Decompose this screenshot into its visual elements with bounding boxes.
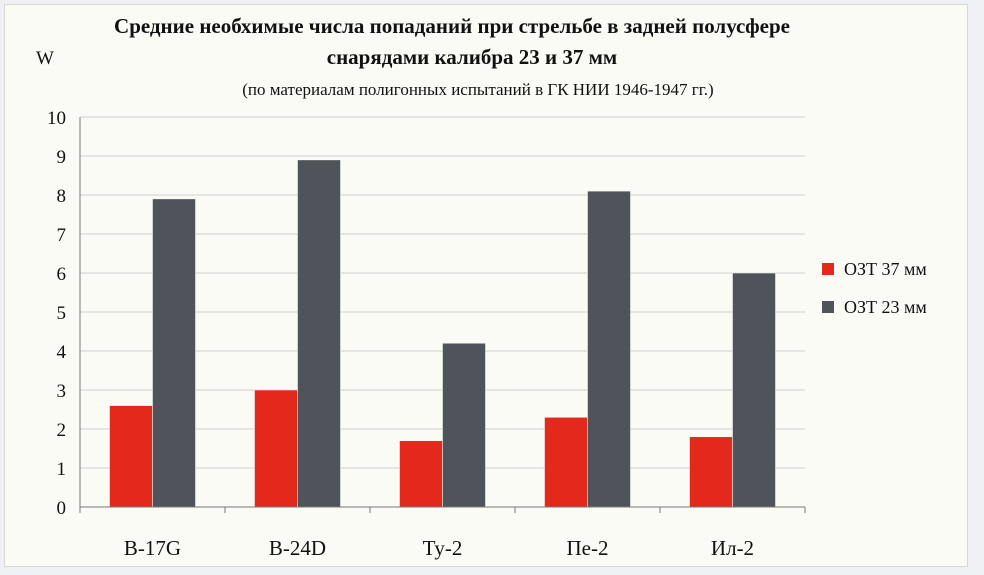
x-tick-label: Ту-2 xyxy=(423,536,463,560)
legend-item-series-2: ОЗТ 23 мм xyxy=(822,296,927,318)
chart-title-line-2: снарядами калибра 23 и 37 мм xyxy=(326,45,618,69)
bar-2-B-24D xyxy=(297,159,341,508)
bar-2-Ту-2 xyxy=(442,342,486,508)
legend-item-series-1: ОЗТ 37 мм xyxy=(822,258,927,280)
y-tick-label: 2 xyxy=(57,420,67,441)
x-tick-label: Ил-2 xyxy=(711,536,754,560)
bar-1-B-17G xyxy=(109,405,153,508)
y-tick-label: 6 xyxy=(57,264,67,285)
legend: ОЗТ 37 мм ОЗТ 23 мм xyxy=(822,258,927,334)
x-tick-label: Пе-2 xyxy=(567,536,609,560)
bar-2-Пе-2 xyxy=(587,190,631,508)
bar-2-Ил-2 xyxy=(732,272,776,508)
bar-1-B-24D xyxy=(254,389,298,508)
y-tick-label: 1 xyxy=(57,459,67,480)
x-tick-label: B-17G xyxy=(124,536,181,560)
bar-1-Пе-2 xyxy=(544,417,588,508)
chart-title-line-1: Средние необхимые числа попаданий при ст… xyxy=(114,14,790,38)
y-tick-label: 7 xyxy=(57,225,67,246)
y-tick-label: 5 xyxy=(57,303,67,324)
x-tick-label: B-24D xyxy=(269,536,326,560)
legend-label-series-1: ОЗТ 37 мм xyxy=(844,258,927,279)
legend-label-series-2: ОЗТ 23 мм xyxy=(844,296,927,317)
legend-swatch-series-2 xyxy=(822,301,834,313)
y-tick-label: 8 xyxy=(57,186,67,207)
y-tick-label: 0 xyxy=(57,498,67,519)
bar-2-B-17G xyxy=(152,198,196,508)
y-tick-label: 3 xyxy=(57,381,67,402)
legend-swatch-series-1 xyxy=(822,263,834,275)
y-tick-label: 10 xyxy=(47,108,66,129)
y-tick-label: 4 xyxy=(57,342,67,363)
y-axis-label: W xyxy=(36,48,54,69)
bar-1-Ту-2 xyxy=(399,440,443,508)
bars xyxy=(109,159,776,508)
y-tick-label: 9 xyxy=(57,147,67,168)
chart-subtitle: (по материалам полигонных испытаний в ГК… xyxy=(242,80,714,99)
gridlines xyxy=(80,116,805,469)
axes: 0 1 2 3 4 5 6 7 8 9 10 B-17G B-24D Ту-2 Пе-2 Ил-2 xyxy=(47,108,806,560)
bar-1-Ил-2 xyxy=(689,436,733,508)
